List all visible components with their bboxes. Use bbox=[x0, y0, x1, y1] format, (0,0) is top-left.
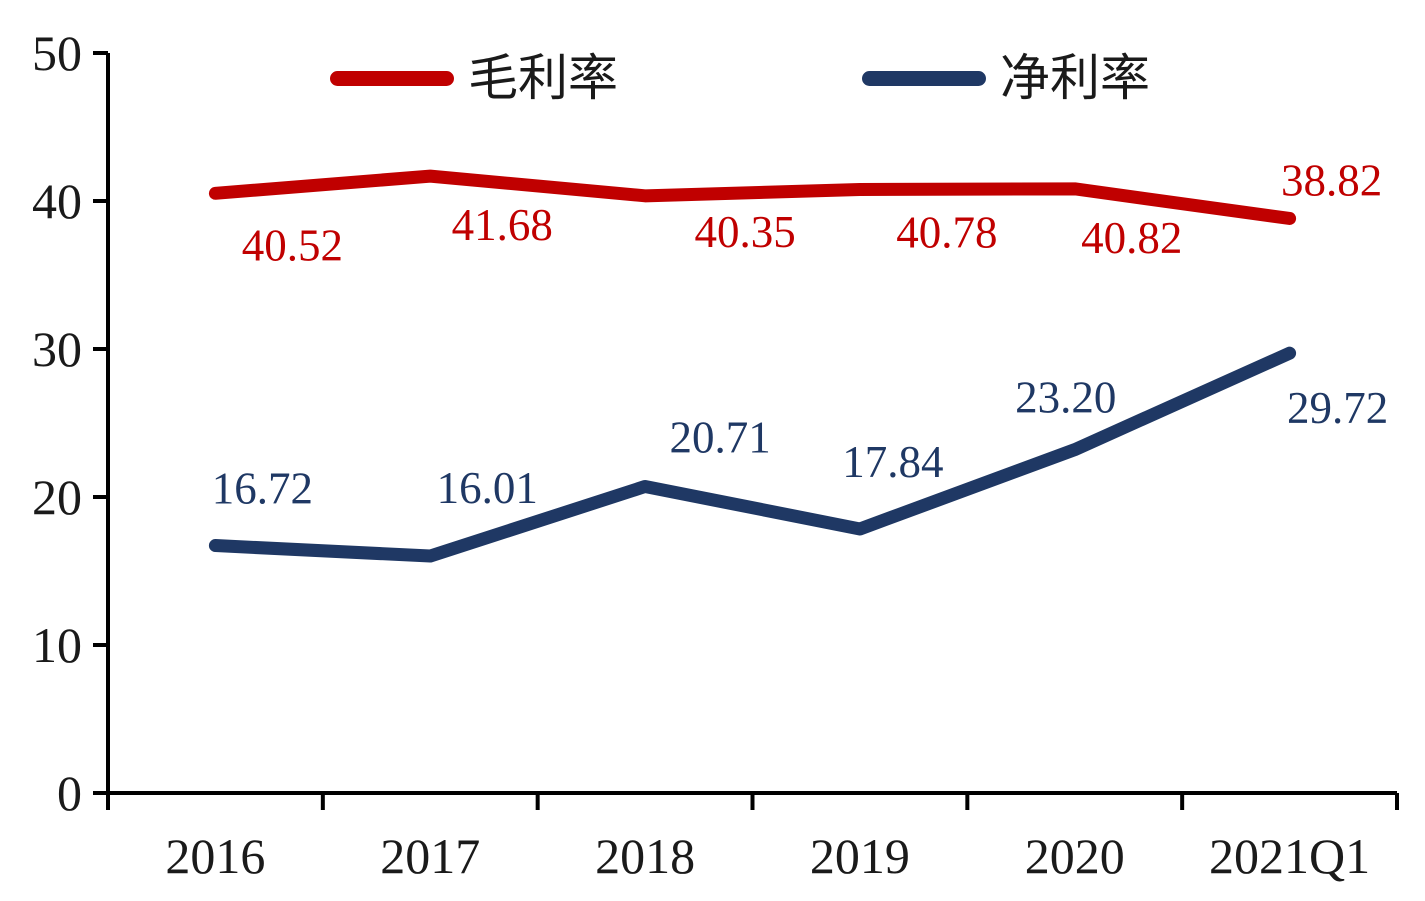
y-tick-label: 40 bbox=[32, 173, 82, 229]
data-label: 40.82 bbox=[1081, 213, 1182, 263]
y-tick-label: 0 bbox=[57, 765, 82, 821]
y-tick-label: 10 bbox=[32, 617, 82, 673]
data-label: 23.20 bbox=[1015, 373, 1116, 423]
y-tick-label: 50 bbox=[32, 25, 82, 81]
data-label: 16.72 bbox=[212, 464, 313, 514]
x-tick-label: 2017 bbox=[380, 828, 480, 884]
gross-margin-line bbox=[208, 169, 1297, 225]
data-label: 16.01 bbox=[437, 463, 538, 513]
x-tick-label: 2016 bbox=[165, 828, 265, 884]
y-tick-label: 30 bbox=[32, 321, 82, 377]
legend-label-gross-margin: 毛利率 bbox=[468, 50, 618, 106]
data-label: 40.78 bbox=[896, 207, 997, 257]
x-tick-label: 2019 bbox=[810, 828, 910, 884]
data-label: 40.35 bbox=[694, 207, 795, 257]
x-tick-label: 2021Q1 bbox=[1209, 828, 1370, 884]
data-label: 40.52 bbox=[242, 220, 343, 270]
legend-item-net-margin: 净利率 bbox=[862, 50, 1150, 106]
gross-margin-line-swatch bbox=[330, 70, 454, 86]
x-tick-label: 2018 bbox=[595, 828, 695, 884]
x-tick-label: 2020 bbox=[1025, 828, 1125, 884]
data-label: 38.82 bbox=[1281, 155, 1382, 205]
data-label: 29.72 bbox=[1287, 383, 1388, 433]
legend-item-gross-margin: 毛利率 bbox=[330, 50, 618, 106]
legend-label-net-margin: 净利率 bbox=[1000, 50, 1150, 106]
data-label: 41.68 bbox=[452, 200, 553, 250]
data-label: 20.71 bbox=[669, 412, 770, 462]
data-label: 17.84 bbox=[842, 437, 943, 487]
net-margin-line bbox=[208, 346, 1297, 563]
y-tick-label: 20 bbox=[32, 469, 82, 525]
net-margin-line-swatch bbox=[862, 70, 986, 86]
